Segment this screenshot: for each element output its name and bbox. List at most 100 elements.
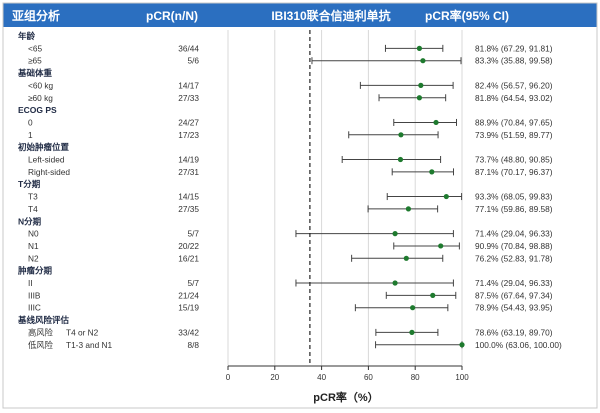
subgroup-label: 0 — [28, 117, 33, 127]
pcr-rate-value: 81.8% (64.54, 93.02) — [475, 93, 553, 103]
point-estimate — [430, 292, 436, 298]
point-estimate — [420, 58, 426, 64]
point-estimate — [397, 156, 404, 163]
group-label: 初始肿瘤位置 — [18, 142, 70, 152]
point-estimate — [416, 95, 423, 101]
subgroup-label: T4 — [28, 204, 38, 214]
pcr-n-value: 5/7 — [187, 229, 199, 239]
pcr-rate-value: 73.7% (48.80, 90.85) — [475, 155, 553, 165]
x-tick-label: 0 — [226, 373, 231, 382]
subgroup-label: Right-sided — [28, 167, 70, 177]
pcr-rate-value: 78.9% (54.43, 93.95) — [475, 303, 553, 313]
point-estimate — [429, 169, 435, 175]
pcr-rate-value: 71.4% (29.04, 96.33) — [475, 278, 553, 288]
x-tick-label: 100 — [455, 373, 469, 382]
pcr-n-value: 17/23 — [178, 130, 199, 140]
point-estimate — [418, 82, 424, 88]
pcr-rate-value: 76.2% (52.83, 91.78) — [475, 253, 553, 263]
subgroup-label: T3 — [28, 192, 38, 202]
subgroup-label: <65 — [28, 43, 42, 53]
point-estimate — [403, 255, 409, 261]
pcr-n-value: 21/24 — [178, 290, 199, 300]
pcr-n-value: 20/22 — [178, 241, 199, 251]
pcr-n-value: 14/19 — [178, 155, 199, 165]
pcr-rate-value: 83.3% (35.88, 99.58) — [475, 56, 553, 66]
pcr-rate-value: 93.3% (68.05, 99.83) — [475, 192, 553, 202]
pcr-n-value: 27/35 — [178, 204, 199, 214]
forest-rows: 年龄 <65 36/44 81.8% (67.29, 91.81) ≥65 5/6 83.3… — [17, 30, 562, 366]
point-estimate — [438, 243, 444, 249]
subgroup-label: IIIB — [28, 290, 41, 300]
pcr-rate-value: 82.4% (56.57, 96.20) — [475, 80, 553, 90]
subgroup-label: <60 kg — [28, 80, 54, 90]
x-axis-label: pCR率（%） — [313, 390, 378, 404]
point-estimate — [405, 206, 412, 212]
point-estimate — [409, 329, 415, 335]
pcr-n-value: 8/8 — [187, 340, 199, 350]
header-treatment: IBI310联合信迪利单抗 — [271, 8, 390, 23]
header-pcr-n: pCR(n/N) — [146, 9, 198, 23]
group-label: 基线风险评估 — [17, 315, 70, 325]
pcr-rate-value: 77.1% (59.86, 89.58) — [475, 204, 553, 214]
group-label: 肿瘤分期 — [17, 266, 53, 276]
group-label: 基础体重 — [17, 68, 53, 78]
pcr-rate-value: 90.9% (70.84, 98.88) — [475, 241, 553, 251]
subgroup-label: Left-sided — [28, 155, 65, 165]
point-estimate — [392, 280, 398, 286]
pcr-rate-value: 73.9% (51.59, 89.77) — [475, 130, 553, 140]
point-estimate — [459, 342, 465, 348]
subgroup-label: N2 — [28, 253, 39, 263]
group-label: N分期 — [18, 216, 42, 226]
subgroup-label: IIIC — [28, 303, 41, 313]
subgroup-label: 1 — [28, 130, 33, 140]
pcr-rate-value: 78.6% (63.19, 89.70) — [475, 327, 553, 337]
pcr-n-value: 24/27 — [178, 117, 199, 127]
subgroup-label: ≥60 kg — [28, 93, 53, 103]
x-axis: 0 20 40 60 80 100 — [226, 365, 469, 382]
pcr-n-value: 27/33 — [178, 93, 199, 103]
pcr-n-value: 16/21 — [178, 253, 199, 263]
point-estimate — [398, 132, 404, 138]
x-tick-label: 40 — [317, 373, 326, 382]
pcr-rate-value: 100.0% (63.06, 100.00) — [475, 340, 562, 350]
subgroup-label: N1 — [28, 241, 39, 251]
pcr-n-value: 5/7 — [187, 278, 199, 288]
pcr-n-value: 5/6 — [187, 56, 199, 66]
group-label: 年龄 — [18, 31, 36, 41]
subgroup-label: ≥65 — [28, 56, 42, 66]
pcr-rate-value: 71.4% (29.04, 96.33) — [475, 229, 553, 239]
subgroup-label: 低风险 — [28, 340, 54, 350]
header-subgroup: 亚组分析 — [12, 8, 60, 23]
point-estimate — [433, 119, 439, 126]
x-tick-label: 80 — [411, 373, 420, 382]
pcr-n-value: 15/19 — [178, 303, 199, 313]
point-estimate — [392, 231, 398, 237]
figure-border — [2, 2, 598, 409]
grid-lines — [227, 30, 463, 366]
pcr-n-value: 33/42 — [178, 327, 199, 337]
header-pcr-rate: pCR率(95% CI) — [425, 8, 509, 23]
pcr-rate-value: 87.5% (67.64, 97.34) — [475, 290, 553, 300]
subgroup-label: II — [28, 278, 33, 288]
pcr-n-value: 27/31 — [178, 167, 199, 177]
subgroup-label: 高风险 — [28, 327, 54, 337]
pcr-n-value: 14/15 — [178, 192, 199, 202]
point-estimate — [416, 45, 423, 51]
point-estimate — [410, 305, 416, 311]
pcr-rate-value: 87.1% (70.17, 96.37) — [475, 167, 553, 177]
pcr-rate-value: 88.9% (70.84, 97.65) — [475, 117, 553, 127]
pcr-n-value: 14/17 — [178, 80, 199, 90]
subgroup-detail: T4 or N2 — [66, 327, 99, 337]
x-tick-label: 60 — [364, 373, 373, 382]
pcr-n-value: 36/44 — [178, 43, 199, 53]
header-bar — [3, 3, 597, 27]
group-label: T分期 — [18, 179, 41, 189]
subgroup-detail: T1-3 and N1 — [66, 340, 113, 350]
subgroup-label: N0 — [28, 229, 39, 239]
group-label: ECOG PS — [18, 105, 57, 115]
pcr-rate-value: 81.8% (67.29, 91.81) — [475, 43, 553, 53]
point-estimate — [443, 193, 449, 200]
x-tick-label: 20 — [270, 373, 279, 382]
